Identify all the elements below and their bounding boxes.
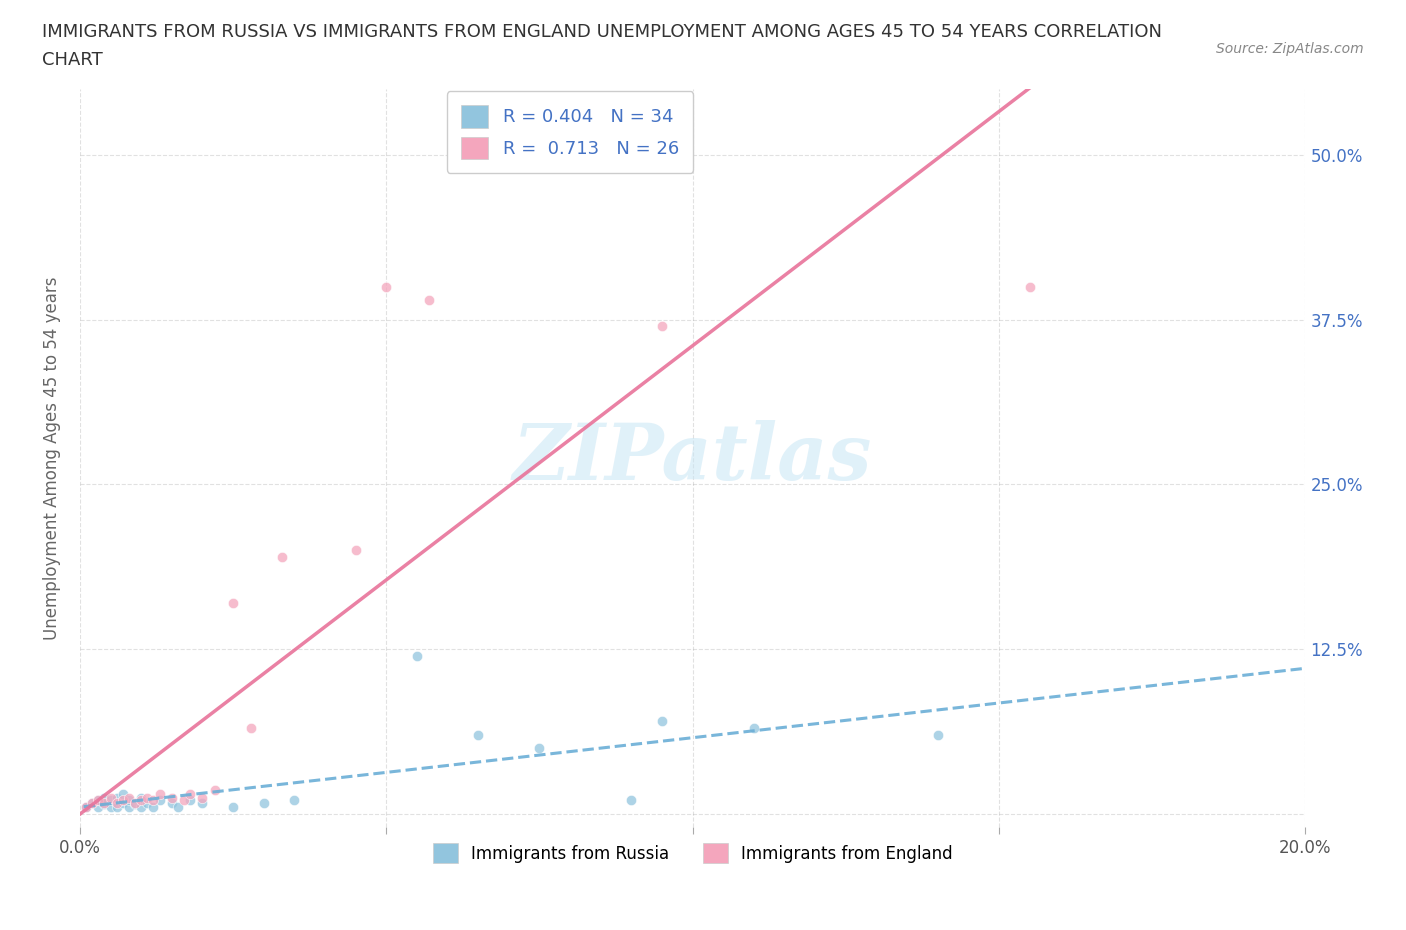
Point [271, 550, 294, 565]
Point [87, 793, 110, 808]
Point [620, 793, 643, 808]
Point [148, 793, 170, 808]
Point [222, 595, 245, 610]
Point [87, 800, 110, 815]
Point [75, 800, 97, 815]
Point [82, 795, 104, 810]
Point [142, 800, 165, 815]
Point [651, 319, 673, 334]
Point [529, 740, 551, 755]
Text: Source: ZipAtlas.com: Source: ZipAtlas.com [1216, 42, 1364, 56]
Point [100, 800, 122, 815]
Point [118, 793, 141, 808]
Point [129, 793, 152, 808]
Point [406, 648, 429, 663]
Point [1018, 279, 1040, 294]
Point [160, 795, 183, 810]
Point [742, 721, 765, 736]
Point [75, 800, 97, 815]
Point [240, 721, 263, 736]
Point [136, 790, 159, 805]
Point [129, 800, 152, 815]
Point [222, 800, 245, 815]
Point [93, 790, 115, 805]
Point [179, 793, 201, 808]
Point [191, 795, 214, 810]
Point [105, 790, 128, 805]
Point [118, 800, 141, 815]
Point [111, 795, 134, 810]
Point [142, 793, 165, 808]
Y-axis label: Unemployment Among Ages 45 to 54 years: Unemployment Among Ages 45 to 54 years [44, 276, 60, 640]
Point [191, 790, 214, 805]
Point [82, 795, 104, 810]
Point [173, 793, 195, 808]
Point [93, 797, 115, 812]
Point [118, 790, 141, 805]
Point [160, 790, 183, 805]
Point [179, 787, 201, 802]
Point [111, 793, 134, 808]
Point [253, 795, 276, 810]
Point [87, 793, 110, 808]
Point [418, 293, 440, 308]
Point [375, 279, 398, 294]
Point [105, 800, 128, 815]
Point [136, 795, 159, 810]
Point [105, 795, 128, 810]
Point [927, 727, 949, 742]
Point [111, 787, 134, 802]
Legend: Immigrants from Russia, Immigrants from England: Immigrants from Russia, Immigrants from … [426, 836, 959, 870]
Point [167, 800, 190, 815]
Point [344, 543, 367, 558]
Point [651, 714, 673, 729]
Point [148, 787, 170, 802]
Point [124, 797, 146, 812]
Text: IMMIGRANTS FROM RUSSIA VS IMMIGRANTS FROM ENGLAND UNEMPLOYMENT AMONG AGES 45 TO : IMMIGRANTS FROM RUSSIA VS IMMIGRANTS FRO… [42, 23, 1163, 41]
Point [204, 782, 226, 797]
Point [124, 795, 146, 810]
Point [93, 795, 115, 810]
Point [283, 793, 305, 808]
Point [467, 727, 489, 742]
Point [100, 793, 122, 808]
Point [129, 790, 152, 805]
Text: CHART: CHART [42, 51, 103, 69]
Text: ZIPatlas: ZIPatlas [513, 419, 872, 497]
Point [100, 790, 122, 805]
